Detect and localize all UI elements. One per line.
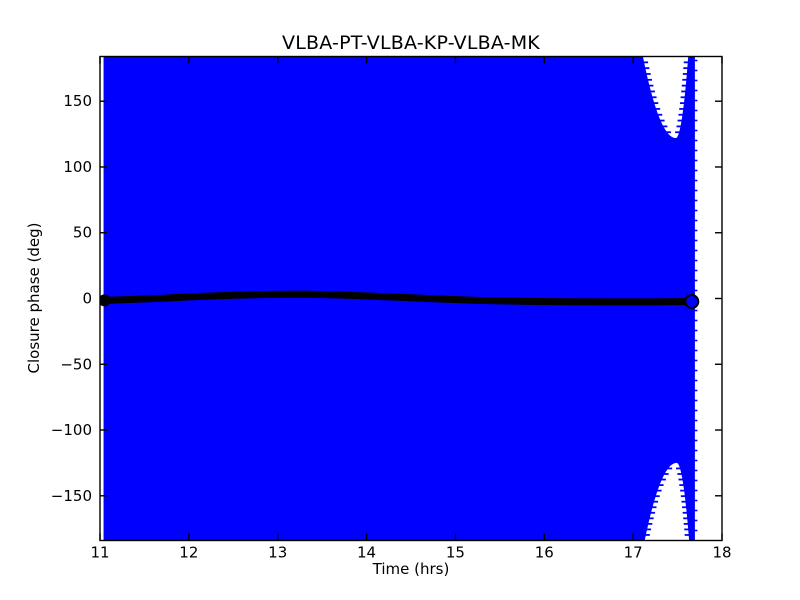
x-tick-label: 15 [446,544,465,562]
chart-title: VLBA-PT-VLBA-KP-VLBA-MK [282,32,540,54]
x-tick-label: 12 [179,544,198,562]
x-axis-label: Time (hrs) [372,560,450,578]
closure-phase-line [100,290,694,306]
end-point-marker [684,294,700,310]
x-tick-label: 18 [712,544,731,562]
y-tick-label: −100 [51,421,92,439]
x-tick-label: 17 [624,544,643,562]
y-tick-label: 0 [82,290,92,308]
y-tick-label: −50 [60,355,92,373]
y-tick-label: 100 [63,158,92,176]
y-tick-label: −150 [51,487,92,505]
x-tick-label: 16 [535,544,554,562]
x-tick-label: 14 [357,544,376,562]
y-tick-label: 50 [73,224,92,242]
start-cluster-marker [100,294,111,307]
plot-area [100,56,700,541]
y-axis-label: Closure phase (deg) [25,222,43,374]
x-tick-label: 11 [90,544,109,562]
y-tick-label: 150 [63,92,92,110]
x-tick-label: 13 [268,544,287,562]
